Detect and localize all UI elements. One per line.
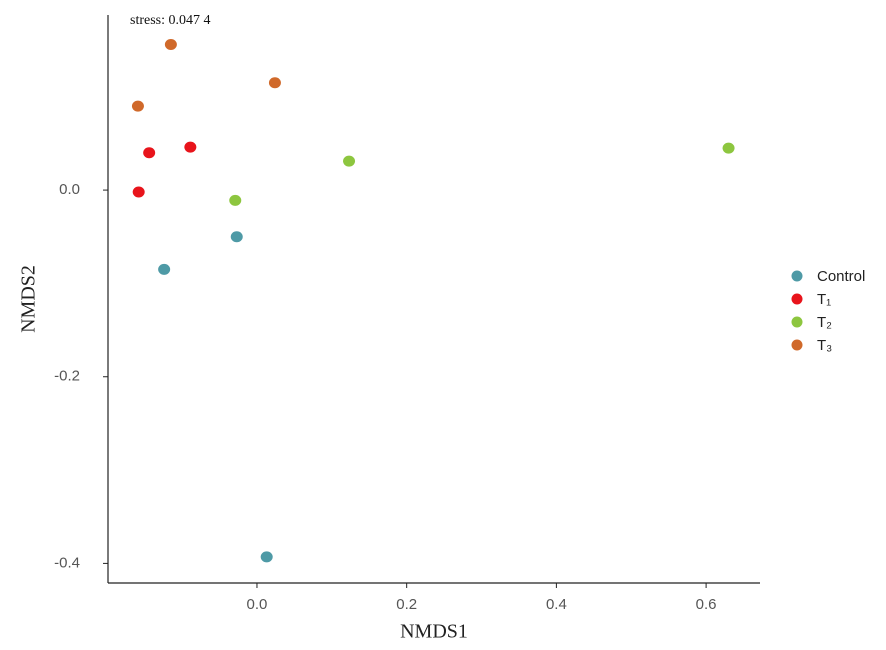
y-tick-label: 0.0 [59,181,80,198]
legend-swatch [791,339,803,351]
point [229,194,242,206]
point [131,100,144,112]
legend-label: T₃ [817,337,832,354]
legend-swatch [791,316,803,328]
point [132,186,145,198]
legend-label: Control [817,268,865,285]
x-tick-label: 0.2 [396,596,417,613]
point [343,155,356,167]
point [230,231,243,243]
x-axis-title: NMDS1 [400,621,468,643]
legend-label: T₂ [817,314,832,331]
y-axis-title: NMDS2 [18,265,40,333]
legend-swatch [791,270,803,282]
legend-label: T₁ [817,291,831,308]
point [143,147,156,159]
x-tick-label: 0.6 [696,596,717,613]
x-tick-label: 0.0 [247,596,268,613]
legend-swatch [791,293,803,305]
x-tick-label: 0.4 [546,596,567,613]
point [268,77,281,89]
point [260,551,273,563]
point [158,263,171,275]
y-tick-label: -0.2 [54,368,80,385]
point [164,38,177,50]
point [722,142,735,154]
y-tick-label: -0.4 [54,554,80,571]
point [184,141,197,153]
stress-annotation: stress: 0.047 4 [130,13,211,28]
